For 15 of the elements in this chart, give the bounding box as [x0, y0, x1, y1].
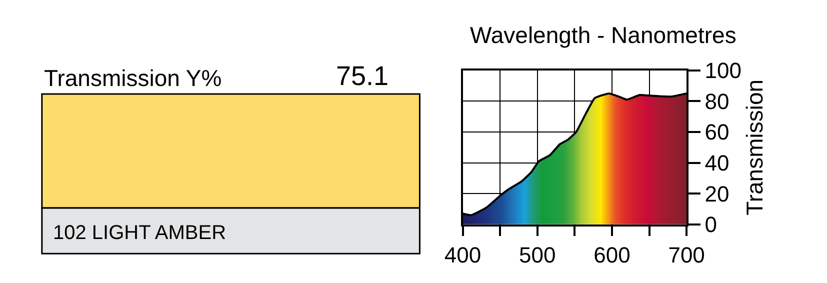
y-axis-title: Transmission	[741, 79, 768, 216]
chart-title: Wavelength - Nanometres	[470, 22, 736, 48]
y-tick-label: 100	[704, 58, 742, 84]
x-tick-label: 400	[444, 242, 482, 268]
x-tick-label: 500	[519, 242, 556, 268]
y-tick-label: 40	[704, 150, 730, 176]
text: 75.1	[336, 61, 389, 91]
text: 102 LIGHT AMBER	[53, 222, 226, 244]
y-tick-label: 60	[704, 120, 730, 145]
y-tick-label: 80	[704, 88, 730, 114]
text: Transmission Y%	[44, 65, 222, 91]
y-tick-label: 0	[704, 212, 717, 238]
y-tick-label: 20	[704, 181, 730, 206]
x-tick-label: 600	[594, 242, 630, 268]
x-tick-label: 700	[668, 242, 705, 268]
